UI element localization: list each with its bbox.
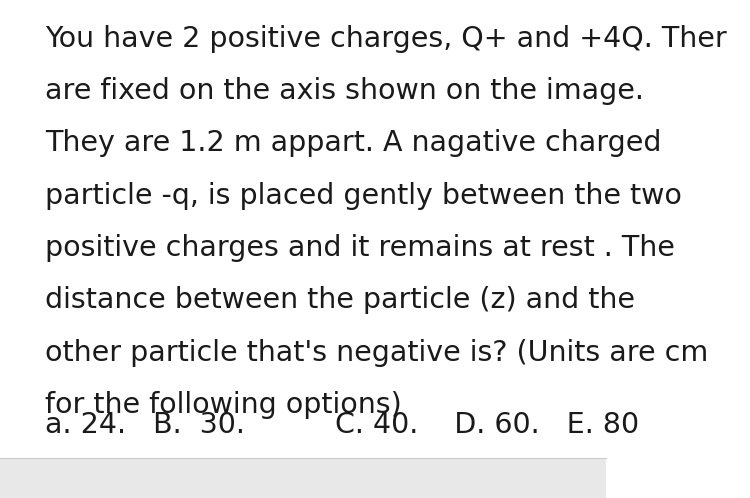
- Text: positive charges and it remains at rest . The: positive charges and it remains at rest …: [46, 234, 675, 262]
- Text: You have 2 positive charges, Q+ and +4Q. Ther: You have 2 positive charges, Q+ and +4Q.…: [46, 25, 728, 53]
- Text: are fixed on the axis shown on the image.: are fixed on the axis shown on the image…: [46, 77, 644, 105]
- Text: other particle that's negative is? (Units are cm: other particle that's negative is? (Unit…: [46, 339, 709, 367]
- Text: a. 24.   B.  30.          C. 40.    D. 60.   E. 80: a. 24. B. 30. C. 40. D. 60. E. 80: [46, 411, 640, 439]
- Text: distance between the particle (z) and the: distance between the particle (z) and th…: [46, 286, 635, 314]
- Text: for the following options): for the following options): [46, 391, 402, 419]
- Text: They are 1.2 m appart. A nagative charged: They are 1.2 m appart. A nagative charge…: [46, 129, 662, 157]
- FancyBboxPatch shape: [0, 458, 606, 498]
- Text: particle -q, is placed gently between the two: particle -q, is placed gently between th…: [46, 182, 682, 210]
